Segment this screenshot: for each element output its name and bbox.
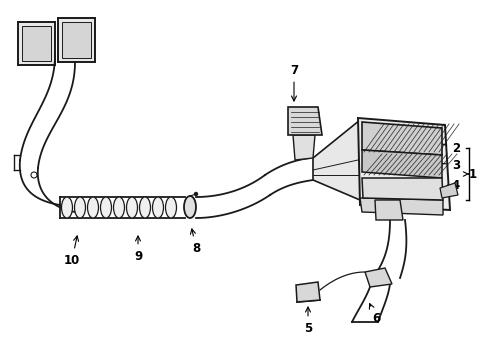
Ellipse shape bbox=[126, 197, 138, 218]
Polygon shape bbox=[18, 22, 55, 65]
Polygon shape bbox=[365, 268, 392, 287]
Ellipse shape bbox=[184, 196, 196, 218]
Ellipse shape bbox=[166, 197, 176, 218]
Polygon shape bbox=[288, 107, 322, 135]
Text: 1: 1 bbox=[469, 167, 477, 180]
Text: 8: 8 bbox=[191, 229, 200, 255]
Text: 7: 7 bbox=[290, 63, 298, 101]
Ellipse shape bbox=[74, 197, 85, 218]
Ellipse shape bbox=[114, 197, 124, 218]
Polygon shape bbox=[362, 122, 442, 155]
Polygon shape bbox=[22, 26, 51, 61]
Polygon shape bbox=[58, 18, 95, 62]
Ellipse shape bbox=[152, 197, 164, 218]
Text: 6: 6 bbox=[369, 304, 380, 324]
Polygon shape bbox=[362, 178, 443, 200]
Text: 9: 9 bbox=[134, 236, 142, 262]
Ellipse shape bbox=[88, 197, 98, 218]
Ellipse shape bbox=[100, 197, 112, 218]
Text: 10: 10 bbox=[64, 236, 80, 266]
Polygon shape bbox=[313, 120, 360, 200]
Polygon shape bbox=[296, 282, 320, 302]
Polygon shape bbox=[62, 22, 91, 58]
Text: 2: 2 bbox=[436, 141, 460, 154]
Text: 4: 4 bbox=[444, 179, 460, 192]
Polygon shape bbox=[358, 118, 450, 210]
Polygon shape bbox=[362, 150, 442, 178]
Text: 5: 5 bbox=[304, 307, 312, 334]
Polygon shape bbox=[440, 183, 458, 198]
Circle shape bbox=[195, 193, 197, 195]
Ellipse shape bbox=[140, 197, 150, 218]
Polygon shape bbox=[293, 135, 315, 160]
Ellipse shape bbox=[62, 197, 73, 218]
Polygon shape bbox=[375, 200, 403, 220]
Polygon shape bbox=[360, 198, 443, 215]
Text: 3: 3 bbox=[434, 158, 460, 171]
